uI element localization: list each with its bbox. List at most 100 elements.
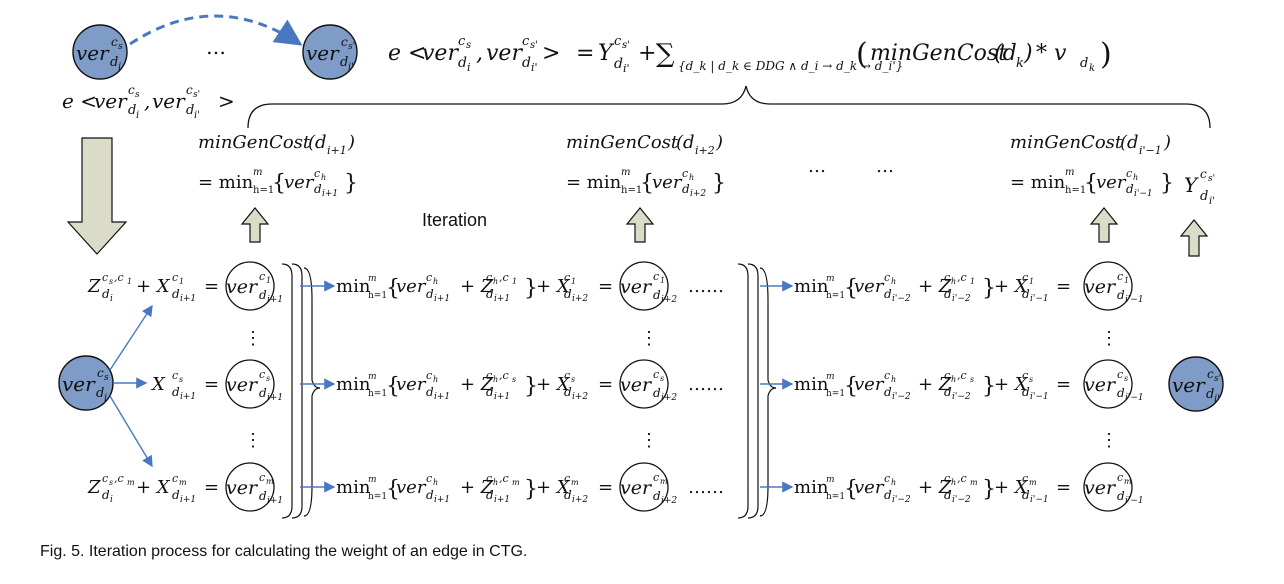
svg-text:i'−1: i'−1	[1139, 144, 1162, 157]
z-sup2: ,c	[499, 369, 509, 382]
z-sub: d	[486, 287, 494, 301]
svg-text:ver: ver	[1172, 373, 1206, 397]
svg-text:d: d	[186, 103, 194, 118]
x-sub: d	[172, 385, 180, 399]
x-sub: d	[1022, 287, 1030, 301]
z-subsub: i+1	[494, 294, 510, 304]
big-down-arrow	[66, 137, 128, 255]
flow-arrow-down	[109, 395, 153, 468]
node-sub: d	[653, 489, 661, 503]
min-lower: h=1	[826, 291, 845, 301]
min-lower: h=1	[826, 389, 845, 399]
vertex-node-col3	[1083, 462, 1133, 512]
x-sub: d	[564, 488, 572, 502]
plus-z: + Z	[460, 477, 494, 498]
ver-sup: c	[426, 271, 432, 284]
ver-subsub: i+1	[434, 392, 450, 402]
equals: =	[598, 374, 613, 395]
equals: =	[204, 477, 219, 498]
ver-sub: d	[884, 488, 892, 502]
ver-supsub: h	[891, 277, 896, 286]
svg-text:d: d	[1080, 56, 1088, 71]
node-supsub: m	[266, 477, 274, 486]
brace-open: {	[640, 171, 654, 196]
svg-text:h=1: h=1	[1065, 185, 1086, 196]
top-node-left: ver d i c s	[72, 24, 128, 80]
svg-text:h: h	[321, 173, 326, 182]
plus-x: + X	[994, 374, 1029, 395]
min-lower: h=1	[826, 492, 845, 502]
x-sub: d	[1022, 385, 1030, 399]
node-subsub: i+2	[661, 393, 677, 403]
svg-text:i: i	[118, 62, 121, 73]
z-sup: c	[486, 271, 492, 284]
ver-token: ver	[854, 477, 885, 498]
svg-text:m: m	[1065, 167, 1074, 178]
figure-caption: Fig. 5. Iteration process for calculatin…	[40, 543, 528, 560]
mid-ellipsis-1: …	[808, 156, 826, 177]
z-sup: c	[486, 472, 492, 485]
up-arrow-2	[625, 207, 655, 243]
svg-text:i': i'	[348, 62, 354, 73]
ver-sub: d	[884, 287, 892, 301]
x-sup: c	[564, 369, 570, 382]
equals: =	[204, 276, 219, 297]
svg-text:minGenCost: minGenCost	[198, 132, 311, 153]
svg-text:d: d	[1200, 189, 1208, 204]
svg-text:h: h	[1133, 173, 1138, 182]
svg-text:e <: e <	[62, 89, 97, 113]
node-subsub: i'−1	[1125, 393, 1144, 403]
up-arrow-4	[1179, 219, 1209, 257]
node-sub: d	[1117, 288, 1125, 302]
vertex-node-col3	[1083, 359, 1133, 409]
brace-close: }	[524, 374, 538, 399]
node-subsub: i+1	[267, 295, 283, 305]
top-node-right: ver d i' c s'	[302, 24, 358, 80]
x-sub: d	[1022, 488, 1030, 502]
plus-x: + X	[994, 276, 1029, 297]
svg-text:⋮: ⋮	[640, 328, 658, 349]
min-operator: min	[336, 374, 371, 395]
svg-text:+: +	[638, 41, 656, 66]
min-operator: min	[336, 276, 371, 297]
svg-text:d: d	[110, 55, 118, 70]
brace-open: {	[386, 477, 400, 502]
row-ellipsis: ……	[688, 374, 724, 395]
svg-text:m: m	[621, 167, 630, 178]
svg-text:i': i'	[1214, 394, 1220, 405]
svg-text:c: c	[1200, 167, 1207, 181]
plus-x: + X	[136, 477, 171, 498]
x-supsub: s	[179, 375, 183, 384]
svg-text:i': i'	[1209, 196, 1215, 207]
svg-text:minGenCost: minGenCost	[566, 132, 679, 153]
ver-subsub: i'−2	[892, 392, 911, 402]
x-supsub: s	[1029, 375, 1033, 384]
node-label: ver	[226, 477, 259, 499]
node-subsub: i+1	[267, 393, 283, 403]
svg-text:s': s'	[622, 40, 630, 51]
svg-text:s: s	[466, 40, 471, 51]
ver-sup: c	[884, 369, 890, 382]
svg-text:c: c	[128, 83, 135, 97]
node-sub: d	[653, 288, 661, 302]
x-token: X	[150, 374, 166, 395]
svg-text:⋮: ⋮	[244, 328, 262, 349]
x-supsub: s	[571, 375, 575, 384]
z-supsub: h	[951, 478, 956, 487]
z-sup2: ,c	[499, 271, 509, 284]
z-subsub: i+1	[494, 392, 510, 402]
svg-text:i: i	[136, 110, 139, 121]
node-label: ver	[620, 374, 653, 396]
node-sub: d	[259, 288, 267, 302]
svg-text:(d: (d	[1120, 132, 1139, 153]
node-sup: c	[653, 471, 659, 484]
min-lower: h=1	[368, 492, 387, 502]
edge-label: e < ver d i c s , ver d i' c s' >	[62, 83, 235, 121]
ver-sup: c	[426, 472, 432, 485]
svg-text:ver: ver	[486, 41, 523, 66]
svg-text:c: c	[314, 167, 320, 180]
min-upper: m	[826, 475, 835, 485]
x-sub: d	[564, 385, 572, 399]
min-upper: m	[826, 274, 835, 284]
